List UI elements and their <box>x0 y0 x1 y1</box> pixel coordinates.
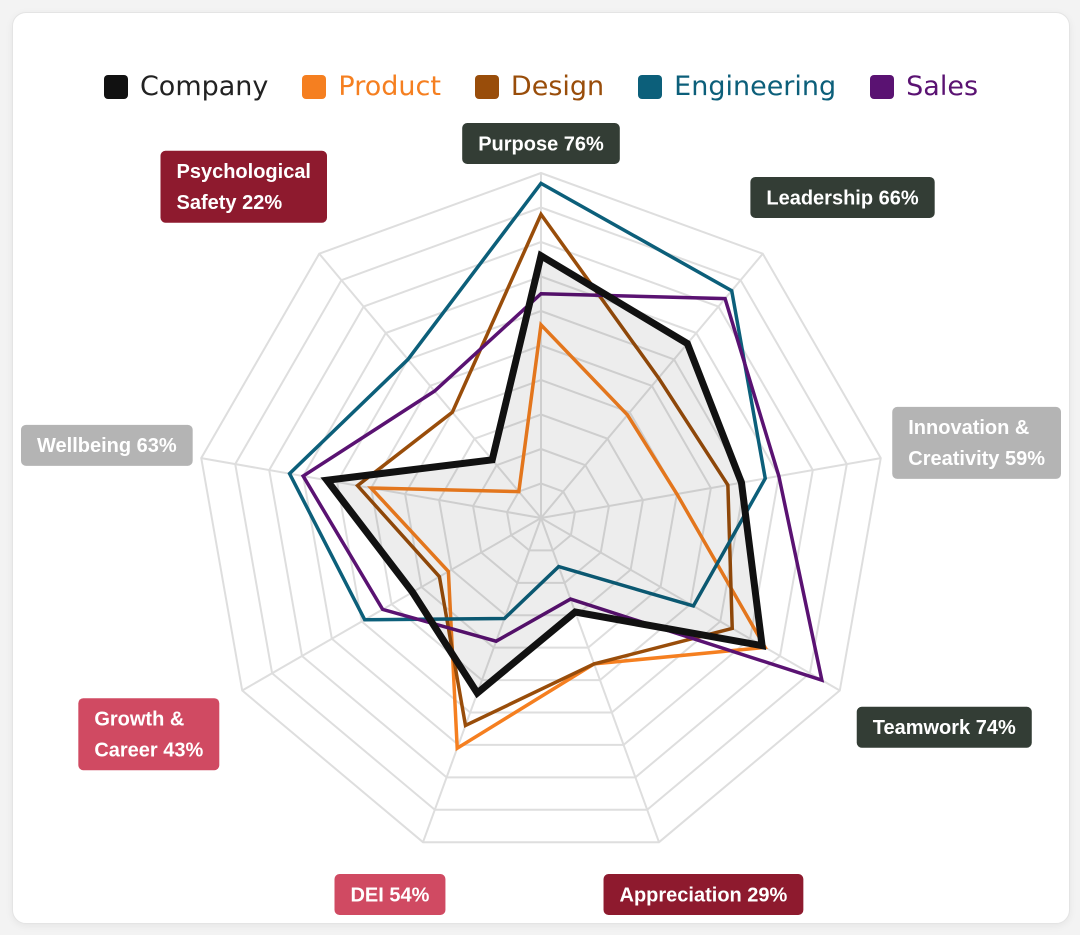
legend-swatch-design <box>474 74 499 99</box>
legend-item-sales[interactable]: Sales <box>870 71 978 102</box>
axis-label-badge <box>750 176 935 218</box>
axis-label-line: Teamwork 74% <box>873 717 1016 739</box>
grid-spoke <box>540 517 660 843</box>
legend-label-product: Product <box>338 71 441 102</box>
axis-label-text: Psychological Safety 22% <box>177 161 312 214</box>
axis-label-appreciation: Appreciation 29% <box>603 874 804 915</box>
axis-label-line: Psychological <box>177 161 312 183</box>
axis-label-badge <box>462 123 620 164</box>
series-product-polygon <box>367 320 768 752</box>
axis-label-badge <box>78 698 220 771</box>
legend-item-design[interactable]: Design <box>474 71 605 102</box>
legend-swatch-sales <box>870 74 895 99</box>
axis-label-purpose: Purpose 76% <box>462 123 620 164</box>
axis-label-line: Safety 22% <box>177 192 283 214</box>
grid-spoke <box>540 457 881 519</box>
legend-swatch-product <box>302 74 327 99</box>
legend-swatch-engineering <box>638 74 663 99</box>
legend-item-product[interactable]: Product <box>302 71 441 102</box>
axis-label-text: Purpose 76% <box>478 133 604 155</box>
axis-label-text: Innovation & Creativity 59% <box>908 417 1045 470</box>
legend-item-engineering[interactable]: Engineering <box>638 71 836 102</box>
series-sales-polygon <box>300 291 825 683</box>
axis-label-line: Appreciation 29% <box>620 884 788 906</box>
legend-label-engineering: Engineering <box>674 71 837 102</box>
legend: Company Product Design Engineering Sales <box>13 71 1069 102</box>
series-engineering-polygon <box>287 181 768 622</box>
axis-label-leadership: Leadership 66% <box>750 176 935 218</box>
axis-label-badge <box>160 150 328 223</box>
legend-label-sales: Sales <box>906 71 979 102</box>
axis-label-text: Appreciation 29% <box>620 884 788 906</box>
grid-ring <box>302 275 780 746</box>
axis-label-badge <box>334 874 446 915</box>
series-design-polygon <box>354 210 735 729</box>
chart-card: Company Product Design Engineering Sales Pur… <box>12 12 1070 924</box>
axis-label-text: Wellbeing 63% <box>37 435 177 457</box>
axis-label-line: Growth & <box>94 709 184 731</box>
axis-label-innovation-creativity: Innovation & Creativity 59% <box>892 406 1061 479</box>
axis-label-text: Teamwork 74% <box>873 717 1016 739</box>
axis-label-line: Purpose 76% <box>478 133 604 155</box>
grid-ring <box>234 206 848 811</box>
grid-ring <box>336 309 746 714</box>
axis-label-growth-career: Growth & Career 43% <box>78 698 220 771</box>
axis-label-psychological-safety: Psychological Safety 22% <box>160 150 328 223</box>
axis-label-line: DEI 54% <box>350 884 429 906</box>
grid-ring <box>200 171 882 844</box>
radar-grid <box>200 171 882 844</box>
grid-spoke <box>422 517 542 843</box>
axis-label-text: Growth & Career 43% <box>94 709 203 762</box>
grid-ring <box>268 240 814 779</box>
axis-label-text: Leadership 66% <box>766 187 919 209</box>
axis-label-wellbeing: Wellbeing 63% <box>21 424 193 466</box>
axis-label-line: Wellbeing 63% <box>37 435 177 457</box>
axis-label-badge <box>892 406 1061 479</box>
grid-spoke <box>241 517 542 692</box>
axis-label-line: Innovation & <box>908 417 1029 439</box>
axis-label-line: Career 43% <box>94 740 203 762</box>
axis-label-line: Creativity 59% <box>908 448 1045 470</box>
radar-chart: Purpose 76% Leadership 66% Innovation & Cre… <box>21 123 1061 915</box>
legend-label-company: Company <box>139 71 269 102</box>
axis-label-line: Leadership 66% <box>766 187 919 209</box>
axis-label-teamwork: Teamwork 74% <box>856 706 1032 748</box>
legend-item-company[interactable]: Company <box>103 71 269 102</box>
grid-ring <box>505 482 577 552</box>
axis-label-badge <box>21 424 193 466</box>
legend-label-design: Design <box>510 71 605 102</box>
axis-label-dei: DEI 54% <box>334 874 446 915</box>
series-company-polygon <box>320 250 767 699</box>
axis-label-badge <box>856 706 1032 748</box>
grid-ring <box>370 344 712 682</box>
axis-label-text: DEI 54% <box>350 884 429 906</box>
axis-label-badge <box>603 874 804 915</box>
grid-spoke <box>318 253 542 519</box>
legend-swatch-company <box>103 74 128 99</box>
